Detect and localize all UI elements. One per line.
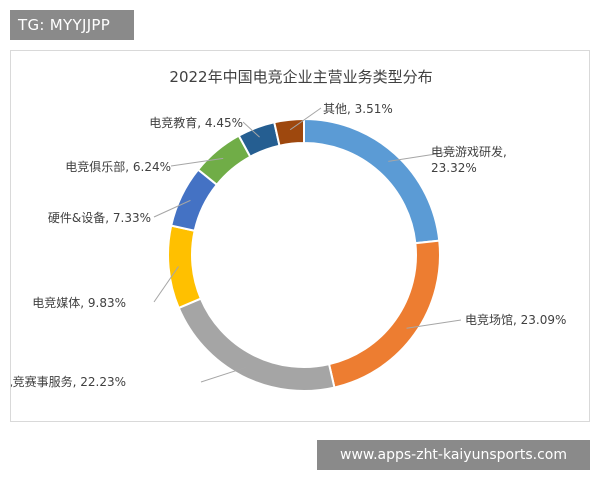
leader-line-4 — [153, 266, 179, 303]
tag-badge: TG: MYYJJPP — [10, 10, 134, 40]
leader-line-1 — [388, 150, 456, 162]
slice-label-4: 电竞媒体, 9.83% — [32, 296, 126, 310]
slice-2 — [327, 239, 441, 389]
labels-group: 电竞游戏研发, 23.32% 电竞场馆, 23.09% 电竞赛事服务, 22.23% 电… — [11, 102, 566, 389]
slice-3 — [177, 297, 336, 392]
chart-title: 2022年中国电竞企业主营业务类型分布 — [169, 68, 432, 86]
chart-panel: 2022年中国电竞企业主营业务类型分布 电竞游戏研发, 23.32% 电竞场馆, 2… — [10, 50, 590, 422]
donut-chart: 2022年中国电竞企业主营业务类型分布 电竞游戏研发, 23.32% 电竞场馆, 2… — [11, 68, 566, 392]
slice-1 — [303, 117, 441, 245]
slice-label-5: 硬件&设备, 7.33% — [48, 211, 151, 225]
slice-4 — [167, 224, 203, 310]
leader-line-7 — [242, 121, 260, 138]
leader-line-8 — [289, 107, 322, 131]
slice-label-8: 其他, 3.51% — [323, 102, 393, 116]
slice-label-6: 电竞俱乐部, 6.24% — [65, 159, 171, 174]
slice-label-7: 电竞教育, 4.45% — [149, 115, 243, 130]
leader-lines-group — [153, 107, 462, 383]
slices-group — [167, 117, 441, 392]
slice-label-3: 电竞赛事服务, 22.23% — [11, 374, 126, 389]
leader-line-3 — [200, 366, 247, 383]
slice-label-2: 电竞场馆, 23.09% — [465, 312, 566, 327]
leader-line-5 — [153, 199, 191, 218]
leader-line-6 — [170, 157, 224, 167]
url-badge: www.apps-zht-kaiyunsports.com — [317, 440, 590, 470]
slice-label-1: 电竞游戏研发, 23.32% — [431, 144, 507, 175]
leader-line-2 — [406, 319, 462, 329]
